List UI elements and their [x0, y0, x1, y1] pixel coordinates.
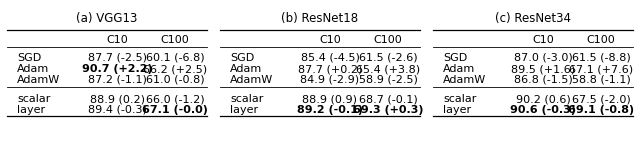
- Text: (c) ResNet34: (c) ResNet34: [495, 12, 571, 25]
- Text: 89.4 (-0.3): 89.4 (-0.3): [88, 105, 147, 115]
- Text: scalar: scalar: [230, 94, 264, 104]
- Text: 65.4 (+3.8): 65.4 (+3.8): [356, 64, 420, 74]
- Text: SGD: SGD: [17, 53, 41, 63]
- Text: AdamW: AdamW: [443, 75, 486, 85]
- Text: C100: C100: [161, 35, 189, 45]
- Text: 87.0 (-3.0): 87.0 (-3.0): [514, 53, 572, 63]
- Text: 88.9 (0.9): 88.9 (0.9): [303, 94, 358, 104]
- Text: Adam: Adam: [17, 64, 49, 74]
- Text: scalar: scalar: [17, 94, 51, 104]
- Text: 86.8 (-1.5): 86.8 (-1.5): [514, 75, 572, 85]
- Text: 61.5 (-8.8): 61.5 (-8.8): [572, 53, 630, 63]
- Text: AdamW: AdamW: [17, 75, 60, 85]
- Text: 89.5 (+1.6): 89.5 (+1.6): [511, 64, 575, 74]
- Text: 61.0 (-0.8): 61.0 (-0.8): [146, 75, 204, 85]
- Text: C10: C10: [532, 35, 554, 45]
- Text: C10: C10: [319, 35, 341, 45]
- Text: layer: layer: [443, 105, 471, 115]
- Text: C10: C10: [106, 35, 128, 45]
- Text: 69.1 (-0.8): 69.1 (-0.8): [568, 105, 634, 115]
- Text: 69.3 (+0.3): 69.3 (+0.3): [353, 105, 423, 115]
- Text: 85.4 (-4.5): 85.4 (-4.5): [301, 53, 360, 63]
- Text: scalar: scalar: [443, 94, 476, 104]
- Text: 61.5 (-2.6): 61.5 (-2.6): [358, 53, 417, 63]
- Text: 58.8 (-1.1): 58.8 (-1.1): [572, 75, 630, 85]
- Text: 60.1 (-6.8): 60.1 (-6.8): [146, 53, 204, 63]
- Text: SGD: SGD: [230, 53, 254, 63]
- Text: 58.9 (-2.5): 58.9 (-2.5): [358, 75, 417, 85]
- Text: 67.1 (-0.0): 67.1 (-0.0): [142, 105, 208, 115]
- Text: C100: C100: [374, 35, 403, 45]
- Text: 87.7 (+0.2): 87.7 (+0.2): [298, 64, 362, 74]
- Text: 87.2 (-1.1): 87.2 (-1.1): [88, 75, 147, 85]
- Text: 67.1 (+7.6): 67.1 (+7.6): [569, 64, 633, 74]
- Text: 67.5 (-2.0): 67.5 (-2.0): [572, 94, 630, 104]
- Text: (a) VGG13: (a) VGG13: [76, 12, 138, 25]
- Text: 90.2 (0.6): 90.2 (0.6): [516, 94, 570, 104]
- Text: SGD: SGD: [443, 53, 467, 63]
- Text: 88.9 (0.2): 88.9 (0.2): [90, 94, 145, 104]
- Text: Adam: Adam: [443, 64, 476, 74]
- Text: layer: layer: [17, 105, 45, 115]
- Text: AdamW: AdamW: [230, 75, 273, 85]
- Text: 68.7 (-0.1): 68.7 (-0.1): [358, 94, 417, 104]
- Text: 90.7 (+2.2): 90.7 (+2.2): [82, 64, 152, 74]
- Text: 66.0 (-1.2): 66.0 (-1.2): [146, 94, 204, 104]
- Text: Adam: Adam: [230, 64, 262, 74]
- Text: 87.7 (-2.5): 87.7 (-2.5): [88, 53, 147, 63]
- Text: (b) ResNet18: (b) ResNet18: [282, 12, 358, 25]
- Text: 89.2 (-0.1): 89.2 (-0.1): [297, 105, 363, 115]
- Text: 66.2 (+2.5): 66.2 (+2.5): [143, 64, 207, 74]
- Text: 90.6 (-0.3): 90.6 (-0.3): [510, 105, 576, 115]
- Text: 84.9 (-2.9): 84.9 (-2.9): [300, 75, 360, 85]
- Text: C100: C100: [587, 35, 616, 45]
- Text: layer: layer: [230, 105, 258, 115]
